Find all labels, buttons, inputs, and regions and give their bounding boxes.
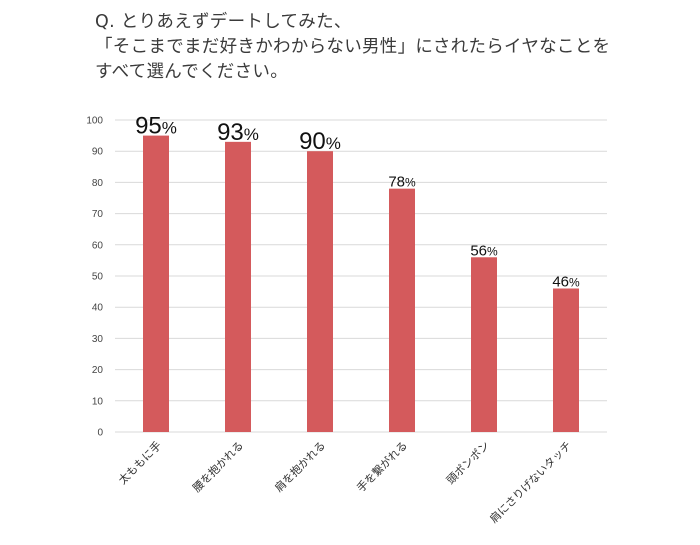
data-label: 78% [388, 174, 416, 191]
data-label: 46% [552, 273, 580, 290]
data-labels: 95% 93% 90%78%56%46% [135, 113, 580, 291]
y-tick-label: 40 [92, 303, 104, 314]
data-label-value: 46 [552, 273, 569, 290]
chart-title-line-2: 「そこまでまだ好きかわからない男性」にされたらイヤなことを [95, 37, 611, 57]
bar [553, 288, 579, 432]
chart-title-line-3: すべて選んでください。 [95, 62, 288, 82]
chart-title: Q. とりあえずデートしてみた、 「そこまでまだ好きかわからない男性」にされたら… [95, 10, 655, 85]
data-label-value: 93 [217, 119, 244, 146]
y-tick-label: 60 [92, 240, 104, 251]
data-label-unit: % [569, 275, 580, 289]
bar [143, 135, 169, 432]
bar [307, 151, 333, 432]
y-tick-label: 20 [92, 365, 104, 376]
x-tick-label: 腰を抱かれる [190, 438, 247, 495]
y-tick-label: 30 [92, 334, 104, 345]
data-label-unit: % [405, 176, 416, 190]
data-label-value: 95 [135, 113, 162, 140]
x-tick-label: 頭ポンポン [444, 439, 492, 487]
data-label: 95% [135, 113, 177, 140]
chart-title-line-1: Q. とりあえずデートしてみた、 [95, 12, 352, 32]
x-tick-label: 手を繋がれる [354, 438, 411, 495]
y-tick-label: 10 [92, 396, 104, 407]
gridlines [115, 119, 607, 433]
y-tick-label: 70 [92, 209, 104, 220]
bar [471, 257, 497, 432]
data-label-value: 78 [388, 174, 405, 191]
y-tick-label: 50 [92, 272, 104, 283]
y-tick-label: 0 [97, 428, 103, 439]
x-tick-label: 肩にさりげないタッチ [487, 438, 575, 526]
data-label-value: 56 [470, 242, 487, 259]
bar [225, 141, 251, 432]
data-label-unit: % [244, 125, 259, 144]
y-tick-label: 100 [86, 116, 103, 127]
y-tick-label: 90 [92, 147, 104, 158]
data-label: 93% [217, 119, 259, 146]
data-label-unit: % [162, 119, 177, 138]
bars [143, 135, 579, 432]
x-tick-label: 肩を抱かれる [272, 438, 329, 495]
data-label-unit: % [487, 244, 498, 258]
data-label-value: 90 [299, 128, 326, 155]
y-axis-ticks: 0 10 20 30 40 50 60 70 80 90 100 [86, 116, 103, 439]
y-tick-label: 80 [92, 178, 104, 189]
data-label: 90% [299, 128, 341, 155]
data-label-unit: % [326, 134, 341, 153]
x-tick-label: 太ももに手 [115, 438, 164, 487]
data-label: 56% [470, 242, 498, 259]
bar [389, 188, 415, 432]
